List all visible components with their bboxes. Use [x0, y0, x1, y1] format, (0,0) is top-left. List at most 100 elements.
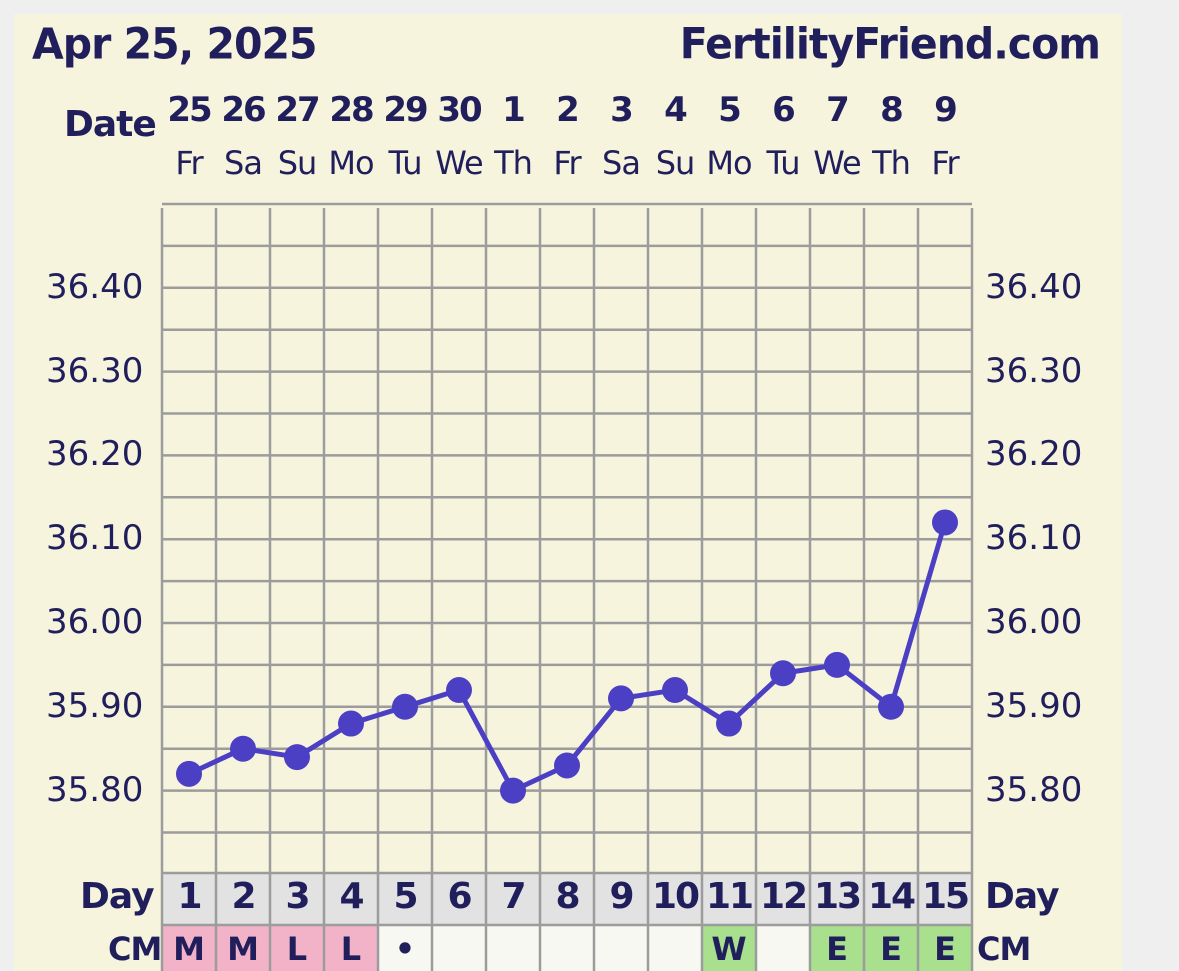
- y-tick-label-left: 36.00: [46, 602, 144, 642]
- y-tick-label-right: 36.40: [985, 266, 1083, 307]
- day-cell-bg: [378, 873, 432, 925]
- day-cell-bg: [162, 873, 216, 925]
- cm-cell-bg: [864, 925, 918, 971]
- temperature-point: [554, 752, 580, 779]
- date-row-label: Date: [64, 104, 157, 145]
- weekday-label: Th: [872, 144, 911, 182]
- temperature-point: [932, 509, 958, 536]
- weekday-label: Mo: [328, 144, 374, 182]
- weekday-label: Mo: [706, 144, 752, 182]
- temperature-point: [284, 744, 310, 771]
- cycle-day-cell: 7: [501, 876, 526, 917]
- weekday-label: Fr: [931, 144, 959, 182]
- date-label: 3: [610, 90, 634, 130]
- y-tick-label-left: 35.80: [46, 769, 144, 810]
- date-label: 30: [437, 90, 482, 130]
- weekday-label: Tu: [766, 144, 801, 182]
- weekday-label: Th: [494, 144, 533, 182]
- cervical-mucus-cell: E: [826, 930, 848, 968]
- fertility-chart: Apr 25, 2025 FertilityFriend.com Date 25…: [14, 14, 1122, 971]
- y-tick-label-right: 36.20: [985, 434, 1083, 475]
- day-cell-bg: [702, 873, 756, 925]
- y-tick-label-right: 36.30: [985, 350, 1083, 391]
- day-row-label-left: Day: [80, 876, 155, 917]
- cm-row-label-right: CM: [977, 930, 1031, 968]
- cervical-mucus-cell: E: [934, 930, 956, 968]
- day-cell-bg: [648, 873, 702, 925]
- weekday-label: Su: [277, 144, 318, 182]
- y-tick-label-left: 35.90: [46, 685, 144, 726]
- date-label: 7: [826, 90, 850, 130]
- y-tick-label-right: 36.10: [985, 518, 1083, 559]
- temperature-point: [662, 677, 688, 704]
- cycle-day-cell: 12: [759, 876, 808, 917]
- day-cell-bg: [540, 873, 594, 925]
- date-label: 29: [383, 90, 428, 130]
- cm-cell-bg: [594, 925, 648, 971]
- cervical-mucus-cell: L: [286, 930, 308, 968]
- site-name: FertilityFriend.com: [679, 18, 1101, 70]
- cycle-day-cell: 8: [555, 876, 580, 917]
- date-label: 6: [772, 90, 796, 130]
- weekday-label: Sa: [602, 144, 641, 182]
- day-cell-bg: [324, 873, 378, 925]
- cycle-day-cell: 5: [393, 876, 418, 917]
- cm-cell-bg: [810, 925, 864, 971]
- y-tick-label-right: 35.80: [985, 769, 1083, 810]
- cycle-day-cell: 15: [921, 876, 970, 917]
- y-tick-label-left: 36.10: [46, 518, 144, 559]
- day-cell-bg: [270, 873, 324, 925]
- date-label: 9: [934, 90, 958, 130]
- date-label: 2: [556, 90, 580, 130]
- date-label: 28: [329, 90, 374, 130]
- cm-cell-bg: [216, 925, 270, 971]
- day-cell-bg: [756, 873, 810, 925]
- weekday-label: Tu: [388, 144, 423, 182]
- cm-cell-bg: [270, 925, 324, 971]
- day-cell-bg: [432, 873, 486, 925]
- chart-date: Apr 25, 2025: [32, 18, 318, 70]
- cycle-day-cell: 14: [867, 876, 916, 917]
- cm-cell-bg: [702, 925, 756, 971]
- cycle-day-cell: 1: [177, 876, 202, 917]
- day-cell-bg: [594, 873, 648, 925]
- temperature-point: [608, 685, 634, 712]
- weekday-label: Fr: [553, 144, 581, 182]
- temperature-point: [230, 735, 256, 762]
- cervical-mucus-cell: E: [880, 930, 902, 968]
- y-tick-label-left: 36.20: [46, 434, 144, 475]
- temperature-point: [824, 651, 850, 678]
- cycle-day-cell: 2: [231, 876, 256, 917]
- weekday-label: Sa: [224, 144, 263, 182]
- cm-cell-bg: [540, 925, 594, 971]
- temperature-point: [878, 693, 904, 720]
- cervical-mucus-cell: •: [394, 930, 416, 968]
- weekday-label: Su: [655, 144, 696, 182]
- weekday-label: We: [435, 144, 483, 182]
- day-cell-bg: [216, 873, 270, 925]
- cervical-mucus-cell: W: [711, 930, 747, 968]
- cycle-day-cell: 10: [651, 876, 700, 917]
- date-label: 25: [167, 90, 212, 130]
- cm-cell-bg: [378, 925, 432, 971]
- cervical-mucus-cell: M: [173, 930, 205, 968]
- chart-canvas: [160, 202, 974, 971]
- cervical-mucus-cell: M: [227, 930, 259, 968]
- cycle-day-cell: 4: [339, 876, 364, 917]
- day-row-label-right: Day: [985, 876, 1060, 917]
- cm-cell-bg: [648, 925, 702, 971]
- date-label: 8: [880, 90, 904, 130]
- day-cell-bg: [918, 873, 972, 925]
- date-label: 4: [664, 90, 688, 130]
- date-label: 26: [221, 90, 266, 130]
- cycle-day-cell: 3: [285, 876, 310, 917]
- cm-cell-bg: [756, 925, 810, 971]
- temperature-point: [500, 777, 526, 804]
- cycle-day-cell: 6: [447, 876, 472, 917]
- cm-cell-bg: [486, 925, 540, 971]
- y-tick-label-right: 36.00: [985, 602, 1083, 642]
- weekday-label: Fr: [175, 144, 203, 182]
- temperature-point: [392, 693, 418, 720]
- cm-cell-bg: [918, 925, 972, 971]
- date-label: 5: [718, 90, 742, 130]
